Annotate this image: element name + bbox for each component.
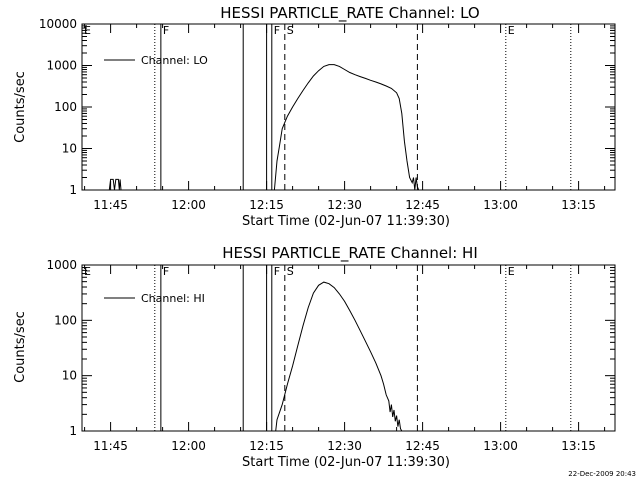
event-marker-label: E: [84, 24, 91, 37]
y-tick-label: 100: [54, 313, 77, 327]
plot-frame: [81, 23, 616, 191]
y-tick-label: 10: [62, 369, 77, 383]
y-tick-label: 1: [69, 424, 77, 438]
x-tick-label: 11:45: [93, 198, 128, 212]
y-tick-label: 100: [54, 100, 77, 114]
x-tick-label: 13:00: [483, 439, 518, 453]
event-marker-label: S: [287, 24, 294, 37]
x-tick-label: 12:15: [249, 439, 284, 453]
series-line: [275, 281, 403, 432]
event-marker-label: F: [274, 24, 280, 37]
x-tick-label: 12:30: [327, 439, 362, 453]
x-tick-label: 13:15: [561, 439, 596, 453]
x-tick-label: 12:45: [405, 439, 440, 453]
x-axis-label: Start Time (02-Jun-07 11:39:30): [242, 214, 450, 229]
event-marker-label: F: [163, 265, 169, 278]
x-tick-label: 12:00: [171, 198, 206, 212]
x-tick-label: 12:15: [249, 198, 284, 212]
legend-entry: Channel: LO: [141, 54, 208, 67]
event-marker-label: E: [84, 265, 91, 278]
event-marker-label: F: [274, 265, 280, 278]
event-marker-label: E: [508, 265, 515, 278]
x-tick-label: 11:45: [93, 439, 128, 453]
event-marker-label: E: [508, 24, 515, 37]
timestamp: 22-Dec-2009 20:43: [568, 470, 636, 478]
y-tick-label: 1: [69, 183, 77, 197]
y-axis-label: Counts/sec: [13, 71, 28, 143]
y-axis-label: Counts/sec: [13, 311, 28, 383]
series-line: [108, 178, 122, 191]
x-tick-label: 12:30: [327, 198, 362, 212]
y-tick-label: 1000: [46, 258, 77, 272]
chart-title: HESSI PARTICLE_RATE Channel: LO: [220, 4, 479, 23]
chart-title: HESSI PARTICLE_RATE Channel: HI: [222, 244, 478, 263]
plot-panel-lo: HESSI PARTICLE_RATE Channel: LO Counts/s…: [13, 4, 616, 229]
plot-frame: [81, 264, 616, 432]
series-line: [273, 64, 420, 191]
legend-entry: Channel: HI: [141, 292, 205, 305]
x-tick-label: 12:45: [405, 198, 440, 212]
event-marker-label: S: [287, 265, 294, 278]
plot-panel-hi: HESSI PARTICLE_RATE Channel: HI Counts/s…: [13, 244, 616, 470]
x-tick-label: 12:00: [171, 439, 206, 453]
y-tick-label: 1000: [46, 59, 77, 73]
event-marker-label: F: [163, 24, 169, 37]
y-tick-label: 10000: [39, 17, 77, 31]
y-tick-label: 10: [62, 142, 77, 156]
x-axis-label: Start Time (02-Jun-07 11:39:30): [242, 455, 450, 470]
x-tick-label: 13:00: [483, 198, 518, 212]
x-tick-label: 13:15: [561, 198, 596, 212]
